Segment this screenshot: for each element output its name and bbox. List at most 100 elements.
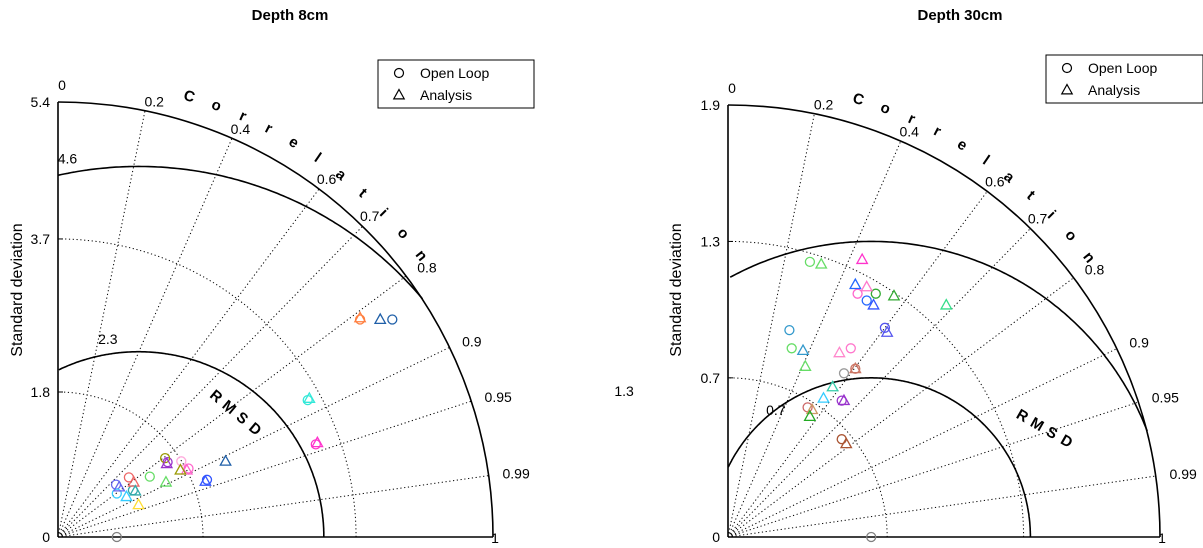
y-tick-label: 0	[712, 529, 720, 545]
open-loop-point	[144, 471, 155, 482]
correlation-grid-line	[57, 110, 146, 538]
correlation-letter: r	[931, 122, 944, 140]
rmsd-circle	[58, 350, 325, 537]
correlation-grid-line	[57, 475, 489, 538]
open-loop-point	[354, 314, 366, 325]
analysis-point	[833, 345, 846, 358]
correlation-tick-label: 0	[58, 77, 66, 93]
open-loop-point	[159, 452, 171, 464]
analysis-point	[860, 280, 874, 292]
rmsd-circle	[58, 165, 424, 300]
open-loop-point	[111, 531, 122, 543]
y-tick-label: 0	[42, 529, 50, 545]
legend: Open Loop Analysis	[377, 59, 535, 109]
correlation-tick-label: 0.7	[1028, 210, 1048, 226]
analysis-point	[814, 257, 828, 269]
analysis-point	[120, 489, 133, 502]
legend-entry-open-loop: Open Loop	[420, 65, 489, 81]
analysis-point	[855, 252, 869, 265]
rmsd-circle	[729, 240, 1148, 432]
correlation-tick-label: 0.4	[231, 121, 251, 137]
open-loop-point	[870, 288, 881, 299]
analysis-point	[848, 361, 862, 374]
open-loop-point	[861, 295, 872, 306]
open-loop-point	[836, 434, 847, 445]
analysis-point	[887, 289, 901, 301]
legend-box	[377, 59, 535, 109]
correlation-letter: o	[394, 224, 413, 242]
correlation-letter: C	[182, 87, 197, 106]
correlation-grid-line	[57, 188, 320, 538]
y-tick-label: 5.4	[31, 94, 51, 110]
rmsd-label: 0.7	[766, 402, 786, 418]
correlation-tick-label: 0.4	[899, 124, 919, 140]
analysis-point	[798, 359, 812, 371]
analysis-point	[180, 463, 194, 475]
taylor-panel-depth-30cm: Depth 30cm 0.7 1.3 0 0.7 1.3 1.9 0 0.2 0.4 0.6 0.7 0…	[614, 7, 1203, 546]
rmsd-label: 4.6	[58, 150, 78, 166]
analysis-point	[199, 474, 212, 486]
open-loop-point	[836, 395, 847, 406]
analysis-point	[803, 409, 817, 421]
legend-circle-icon	[1061, 62, 1073, 74]
correlation-tick-label: 0.95	[1152, 390, 1179, 406]
std-grid-circle	[57, 391, 204, 538]
chart-title: Depth 8cm	[252, 7, 329, 24]
correlation-tick-label: 0	[728, 80, 736, 96]
correlation-letter: o	[1061, 226, 1080, 244]
correlation-tick-label: 0.99	[1170, 466, 1197, 482]
legend-triangle-icon	[392, 88, 406, 100]
open-loop-point	[845, 343, 856, 354]
rmsd-letter: D	[1057, 432, 1075, 452]
chart-title: Depth 30cm	[917, 7, 1002, 24]
correlation-tick-label: 0.8	[1085, 261, 1105, 277]
analysis-point	[839, 436, 853, 449]
y-tick-label: 3.7	[31, 231, 51, 247]
y-tick-label: 1.9	[701, 97, 721, 113]
correlation-grid-line	[727, 401, 1139, 538]
legend-entry-analysis: Analysis	[1088, 82, 1140, 98]
correlation-grid-line	[57, 400, 472, 538]
rmsd-letter: M	[219, 397, 240, 418]
analysis-point	[174, 463, 187, 475]
open-loop-point	[879, 322, 891, 333]
analysis-point	[127, 475, 141, 487]
correlation-tick-label: 0.99	[503, 466, 530, 482]
correlation-tick-label: 0.6	[985, 174, 1005, 190]
correlation-tick-label: 0.7	[360, 208, 380, 224]
correlation-tick-label: 0.2	[814, 97, 834, 113]
rmsd-letter: S	[1043, 423, 1060, 443]
correlation-grid-line	[727, 228, 1031, 538]
correlation-grid-line	[57, 225, 363, 538]
taylor-panel-depth-8cm: Depth 8cm 2.3 4.6 0 1.8 3.7 5.4 0 0.2 0.4 0.6 0.7 0.…	[9, 7, 535, 546]
rmsd-letter: D	[245, 419, 264, 439]
legend-entry-open-loop: Open Loop	[1088, 60, 1157, 76]
analysis-point	[129, 484, 142, 496]
correlation-tick-label: 0.8	[417, 260, 437, 276]
analysis-point	[373, 312, 387, 324]
correlation-grid-line	[57, 275, 407, 538]
std-grid-circle	[57, 238, 357, 538]
rmsd-letter: M	[1027, 414, 1046, 435]
y-axis-label: Standard deviation	[668, 223, 685, 356]
analysis-point	[826, 380, 839, 392]
legend: Open Loop Analysis	[1045, 54, 1203, 104]
open-loop-point	[838, 368, 850, 379]
rmsd-label: 2.3	[98, 331, 118, 347]
analysis-point	[311, 435, 324, 448]
analysis-point	[303, 391, 316, 403]
correlation-grid-line	[727, 113, 815, 538]
correlation-letter: e	[954, 136, 970, 155]
analysis-point	[159, 475, 173, 487]
analysis-point	[805, 402, 819, 415]
correlation-tick-label: 0.9	[462, 333, 482, 349]
correlation-letter: r	[262, 120, 275, 138]
correlation-tick-label: 0.9	[1129, 335, 1149, 351]
correlation-grid-line	[57, 346, 450, 538]
analysis-point	[848, 277, 862, 290]
correlation-letter: l	[311, 150, 324, 166]
open-loop-point	[784, 324, 795, 336]
analysis-point	[132, 497, 145, 510]
